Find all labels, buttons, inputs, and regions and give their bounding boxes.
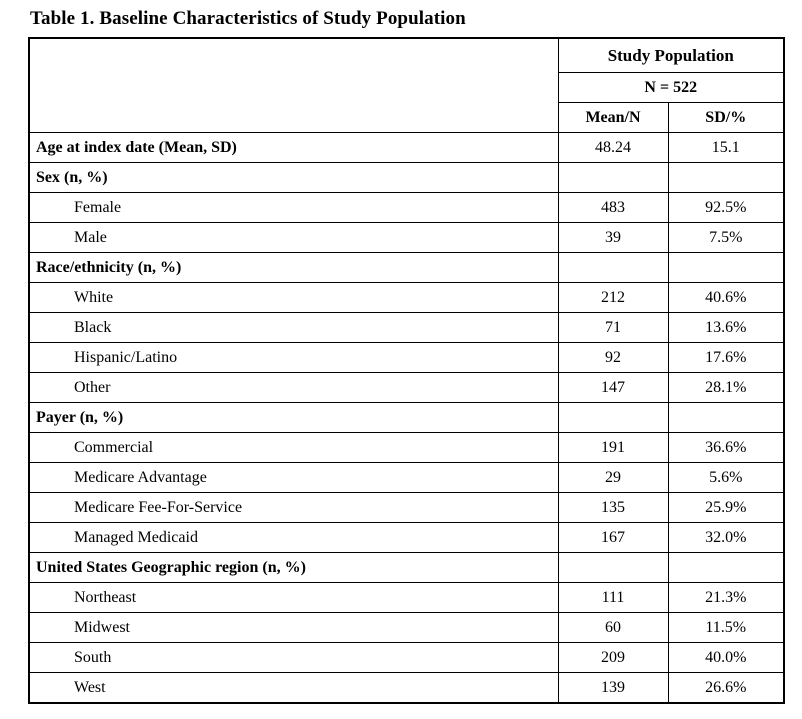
row-sd-pct-value: 28.1% bbox=[667, 372, 785, 403]
row-mean-n-value: 483 bbox=[557, 192, 669, 223]
row-sd-pct-value: 11.5% bbox=[667, 612, 785, 643]
row-mean-n-value: 29 bbox=[557, 462, 669, 493]
row-mean-n-value bbox=[557, 162, 669, 193]
table-row: Managed Medicaid 167 32.0% bbox=[28, 522, 785, 553]
row-label: Medicare Advantage bbox=[28, 462, 559, 493]
row-sd-pct-value: 17.6% bbox=[667, 342, 785, 373]
table-body: Age at index date (Mean, SD) 48.24 15.1 Sex… bbox=[28, 132, 785, 704]
row-label: Female bbox=[28, 192, 559, 223]
row-mean-n-value: 60 bbox=[557, 612, 669, 643]
table-row: Commercial 191 36.6% bbox=[28, 432, 785, 463]
row-sd-pct-value bbox=[667, 252, 785, 283]
table-row: United States Geographic region (n, %) bbox=[28, 552, 785, 583]
row-mean-n-value: 39 bbox=[557, 222, 669, 253]
row-sd-pct-value: 13.6% bbox=[667, 312, 785, 343]
row-mean-n-value: 71 bbox=[557, 312, 669, 343]
row-sd-pct-value: 40.6% bbox=[667, 282, 785, 313]
document-page: Table 1. Baseline Characteristics of Stu… bbox=[28, 8, 786, 704]
table-row: Medicare Fee-For-Service 135 25.9% bbox=[28, 492, 785, 523]
row-sd-pct-value: 7.5% bbox=[667, 222, 785, 253]
row-mean-n-value: 92 bbox=[557, 342, 669, 373]
table-row: South 209 40.0% bbox=[28, 642, 785, 673]
table-row: Age at index date (Mean, SD) 48.24 15.1 bbox=[28, 132, 785, 163]
row-label: Black bbox=[28, 312, 559, 343]
row-label: Payer (n, %) bbox=[28, 402, 559, 433]
row-sd-pct-value: 21.3% bbox=[667, 582, 785, 613]
row-mean-n-value: 111 bbox=[557, 582, 669, 613]
row-mean-n-value: 135 bbox=[557, 492, 669, 523]
table-row: Sex (n, %) bbox=[28, 162, 785, 193]
row-mean-n-value: 147 bbox=[557, 372, 669, 403]
row-sd-pct-value bbox=[667, 402, 785, 433]
table-row: Medicare Advantage 29 5.6% bbox=[28, 462, 785, 493]
table-row: Male 39 7.5% bbox=[28, 222, 785, 253]
row-sd-pct-value: 36.6% bbox=[667, 432, 785, 463]
header-group-label: Study Population bbox=[557, 37, 785, 73]
row-label: Age at index date (Mean, SD) bbox=[28, 132, 559, 163]
row-label: West bbox=[28, 672, 559, 704]
header-col-sd-pct: SD/% bbox=[667, 102, 785, 133]
row-mean-n-value bbox=[557, 552, 669, 583]
row-label: Medicare Fee-For-Service bbox=[28, 492, 559, 523]
row-sd-pct-value: 25.9% bbox=[667, 492, 785, 523]
row-label: Hispanic/Latino bbox=[28, 342, 559, 373]
table-row: Female 483 92.5% bbox=[28, 192, 785, 223]
table-row: Payer (n, %) bbox=[28, 402, 785, 433]
row-label: White bbox=[28, 282, 559, 313]
row-sd-pct-value: 40.0% bbox=[667, 642, 785, 673]
table-row: Midwest 60 11.5% bbox=[28, 612, 785, 643]
baseline-characteristics-table: Study Population N = 522 Mean/N SD/% Age… bbox=[28, 37, 786, 704]
row-mean-n-value bbox=[557, 402, 669, 433]
row-mean-n-value: 191 bbox=[557, 432, 669, 463]
row-label: United States Geographic region (n, %) bbox=[28, 552, 559, 583]
row-mean-n-value: 209 bbox=[557, 642, 669, 673]
row-mean-n-value: 139 bbox=[557, 672, 669, 704]
row-label: South bbox=[28, 642, 559, 673]
table-row: West 139 26.6% bbox=[28, 672, 785, 704]
row-sd-pct-value: 26.6% bbox=[667, 672, 785, 704]
row-sd-pct-value: 15.1 bbox=[667, 132, 785, 163]
header-row-columns: Mean/N SD/% bbox=[29, 102, 785, 133]
header-n-label: N = 522 bbox=[557, 72, 785, 103]
row-label: Other bbox=[28, 372, 559, 403]
row-mean-n-value: 212 bbox=[557, 282, 669, 313]
row-sd-pct-value: 5.6% bbox=[667, 462, 785, 493]
table-row: Race/ethnicity (n, %) bbox=[28, 252, 785, 283]
row-mean-n-value: 167 bbox=[557, 522, 669, 553]
row-mean-n-value: 48.24 bbox=[557, 132, 669, 163]
row-mean-n-value bbox=[557, 252, 669, 283]
table-row: White 212 40.6% bbox=[28, 282, 785, 313]
row-sd-pct-value bbox=[667, 552, 785, 583]
row-sd-pct-value: 32.0% bbox=[667, 522, 785, 553]
table-row: Other 147 28.1% bbox=[28, 372, 785, 403]
header-row-n: N = 522 bbox=[29, 72, 785, 103]
row-label: Commercial bbox=[28, 432, 559, 463]
table-title: Table 1. Baseline Characteristics of Stu… bbox=[30, 8, 466, 29]
table-row: Northeast 111 21.3% bbox=[28, 582, 785, 613]
header-stub-cell bbox=[28, 37, 559, 133]
row-label: Midwest bbox=[28, 612, 559, 643]
row-label: Male bbox=[28, 222, 559, 253]
header-col-mean-n: Mean/N bbox=[557, 102, 669, 133]
row-sd-pct-value: 92.5% bbox=[667, 192, 785, 223]
row-label: Sex (n, %) bbox=[28, 162, 559, 193]
table-row: Hispanic/Latino 92 17.6% bbox=[28, 342, 785, 373]
row-label: Race/ethnicity (n, %) bbox=[28, 252, 559, 283]
row-sd-pct-value bbox=[667, 162, 785, 193]
row-label: Managed Medicaid bbox=[28, 522, 559, 553]
row-label: Northeast bbox=[28, 582, 559, 613]
header-row-group: Study Population bbox=[28, 37, 785, 133]
table-row: Black 71 13.6% bbox=[28, 312, 785, 343]
